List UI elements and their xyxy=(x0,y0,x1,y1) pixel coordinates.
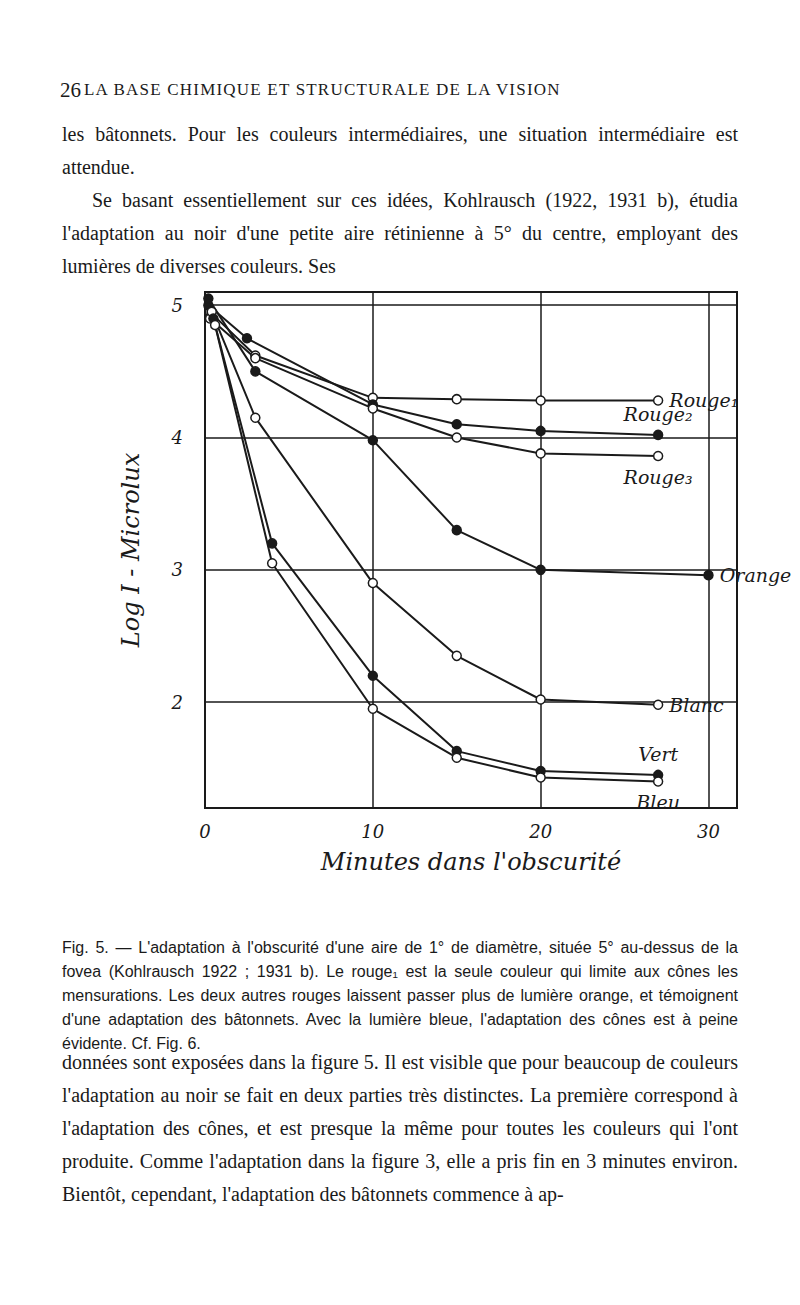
svg-text:Orange: Orange xyxy=(720,564,792,586)
svg-text:2: 2 xyxy=(171,692,183,713)
svg-text:Blanc: Blanc xyxy=(668,694,724,716)
svg-text:Rouge₂: Rouge₂ xyxy=(623,403,693,425)
svg-text:Minutes dans l'obscurité: Minutes dans l'obscurité xyxy=(320,848,621,876)
svg-text:5: 5 xyxy=(172,295,183,316)
svg-text:Bleu: Bleu xyxy=(635,791,680,813)
svg-text:Rouge₁: Rouge₁ xyxy=(669,389,739,412)
svg-text:10: 10 xyxy=(361,821,384,842)
html-text:Fig. 5. — L'adaptation à l'obs: Fig. 5. — L'adaptation à l'obscurité d'u… xyxy=(62,939,738,1052)
svg-text:30: 30 xyxy=(697,821,720,842)
html-text:Se basant essentiellement sur: Se basant essentiellement sur ces idées,… xyxy=(62,189,738,277)
svg-text:20: 20 xyxy=(528,821,552,842)
svg-text:3: 3 xyxy=(172,559,183,580)
html-text:les bâtonnets. Pour les couleu: les bâtonnets. Pour les couleurs intermé… xyxy=(62,123,738,178)
svg-text:Rouge₃: Rouge₃ xyxy=(623,466,693,488)
html-text:26LA BASE CHIMIQUE ET STRUCTUR: 26LA BASE CHIMIQUE ET STRUCTURALE DE LA … xyxy=(60,78,561,102)
svg-text:Vert: Vert xyxy=(638,743,678,765)
html-text:données sont exposées dans la: données sont exposées dans la figure 5. … xyxy=(62,1051,738,1205)
svg-text:Log I - Microlux: Log I - Microlux xyxy=(117,452,145,648)
svg-text:4: 4 xyxy=(171,427,183,448)
svg-text:0: 0 xyxy=(199,821,210,842)
